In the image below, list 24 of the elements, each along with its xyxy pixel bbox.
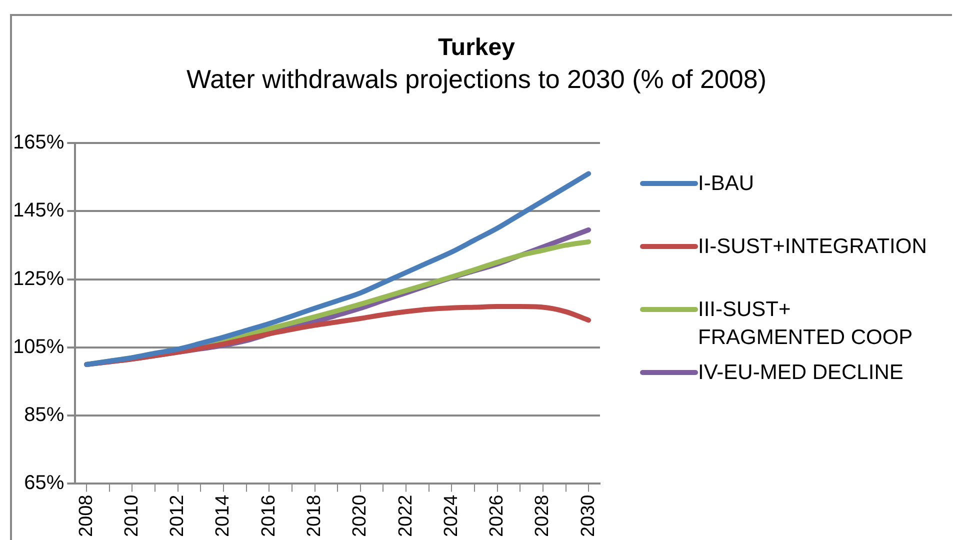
y-tick-label: 65% (24, 472, 64, 494)
y-tick-label: 165% (12, 132, 64, 154)
x-tick-label: 2020 (350, 494, 371, 538)
y-tick-label: 85% (24, 404, 64, 426)
legend-label: I-BAU (698, 171, 754, 197)
x-tick-label: 2024 (440, 494, 462, 538)
x-tick-label: 2030 (578, 494, 599, 538)
x-tick-label: 2012 (167, 494, 188, 538)
legend-label: IV-EU-MED DECLINE (698, 360, 904, 386)
chart-title: Turkey (437, 34, 516, 62)
legend-label: III-SUST+ FRAGMENTED COOP (698, 297, 914, 351)
x-tick-label: 2026 (486, 494, 508, 538)
y-tick-label: 125% (12, 268, 64, 290)
x-tick-label: 2022 (395, 494, 416, 538)
x-tick-label: 2018 (304, 494, 325, 538)
x-tick-label: 2028 (532, 494, 554, 538)
x-tick-label: 2010 (121, 494, 142, 538)
chart-subtitle: Water withdrawals projections to 2030 (% of 2008) (186, 64, 768, 95)
x-tick-label: 2014 (212, 494, 234, 538)
x-tick-label: 2016 (258, 494, 280, 538)
legend-label: II-SUST+INTEGRATION (698, 234, 927, 260)
y-tick-label: 105% (12, 336, 64, 358)
x-tick-label: 2008 (76, 494, 97, 538)
y-tick-label: 145% (12, 200, 64, 222)
